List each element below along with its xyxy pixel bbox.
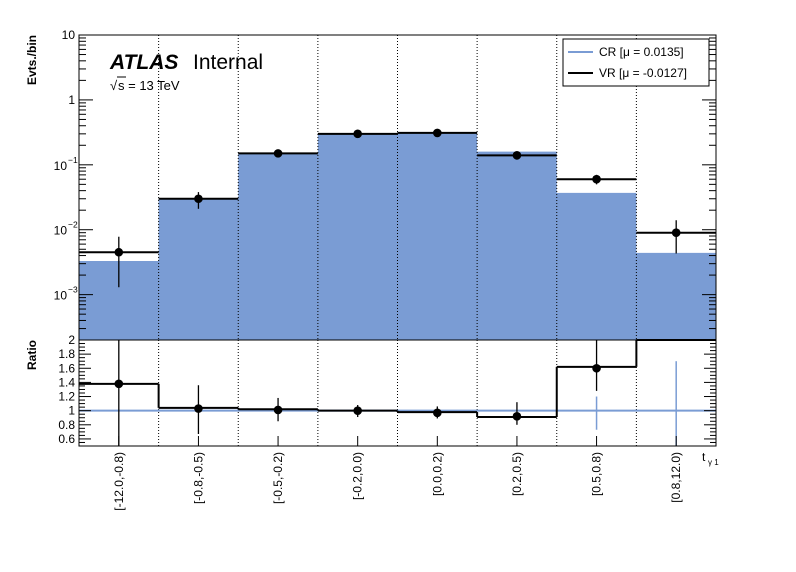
ratio-y-tick-label: 0.6 bbox=[58, 432, 75, 446]
x-tick-label: [0.0,0.2) bbox=[430, 452, 444, 496]
y-tick-label-exponent: −3 bbox=[68, 285, 78, 295]
x-tick-label: [-0.8,-0.5) bbox=[191, 452, 205, 504]
ratio-data-point bbox=[433, 408, 442, 418]
ratio-y-tick-label: 1.2 bbox=[58, 390, 75, 404]
vr-data-point bbox=[592, 174, 601, 184]
ratio-y-tick-label: 2 bbox=[68, 333, 75, 347]
legend: CR [μ = 0.0135] VR [μ = -0.0127] bbox=[562, 38, 710, 87]
ratio-y-tick-label: 1.4 bbox=[58, 375, 75, 389]
y-axis-label-ratio: Ratio bbox=[25, 340, 39, 370]
y-tick-label-base: 10 bbox=[54, 159, 68, 173]
energy-sqrt-symbol: √ bbox=[110, 78, 118, 93]
y-tick-label: 1 bbox=[68, 93, 75, 107]
x-tick-label: [-0.5,-0.2) bbox=[271, 452, 285, 504]
atlas-label: ATLAS bbox=[109, 51, 178, 74]
x-axis-label-subscript: γ 1 bbox=[708, 458, 719, 467]
y-tick-label: 10 bbox=[62, 28, 76, 42]
vr-data-point bbox=[273, 149, 283, 158]
x-tick-label: [0.8,12.0) bbox=[669, 452, 683, 503]
vr-data-point bbox=[114, 247, 124, 257]
y-tick-label-base: 10 bbox=[54, 289, 68, 303]
legend-box bbox=[562, 38, 710, 87]
ratio-data-point bbox=[353, 406, 362, 415]
x-axis-label: t bbox=[702, 450, 706, 464]
ratio-y-tick-label: 1.6 bbox=[58, 361, 75, 375]
ratio-data-point bbox=[592, 363, 601, 373]
y-tick-label-exponent: −1 bbox=[68, 155, 78, 165]
vr-data-point bbox=[512, 151, 522, 160]
x-tick-label: [0.5,0.8) bbox=[590, 452, 604, 496]
ratio-data-point bbox=[273, 405, 283, 415]
ratio-data-point bbox=[512, 412, 522, 421]
y-tick-label-exponent: −2 bbox=[68, 220, 78, 230]
x-tick-label: [0.2,0.5) bbox=[510, 452, 524, 496]
legend-cr-label: CR [μ = 0.0135] bbox=[599, 45, 684, 59]
ratio-data-point bbox=[194, 404, 203, 413]
ratio-plot-panel: 0.60.811.21.41.61.82 Ratio [-12.0,-0.8) [-0… bbox=[25, 333, 719, 511]
legend-vr-label: VR [μ = -0.0127] bbox=[599, 66, 687, 80]
x-tick-label: [-0.2,0.0) bbox=[351, 452, 365, 500]
vr-data-point bbox=[194, 194, 203, 204]
vr-data-point bbox=[671, 228, 681, 237]
energy-label: s = 13 TeV bbox=[118, 78, 180, 93]
vr-data-point bbox=[353, 129, 362, 139]
y-tick-label-base: 10 bbox=[54, 224, 68, 238]
ratio-y-tick-label: 1.8 bbox=[58, 347, 75, 361]
ratio-y-tick-label: 0.8 bbox=[58, 418, 75, 432]
atlas-status-label: Internal bbox=[193, 51, 263, 74]
vr-data-point bbox=[433, 128, 442, 138]
x-tick-label: [-12.0,-0.8) bbox=[112, 452, 126, 511]
ratio-y-tick-label: 1 bbox=[68, 404, 75, 418]
y-axis-label-main: Evts./bin bbox=[25, 35, 39, 85]
ratio-data-point bbox=[114, 379, 124, 389]
